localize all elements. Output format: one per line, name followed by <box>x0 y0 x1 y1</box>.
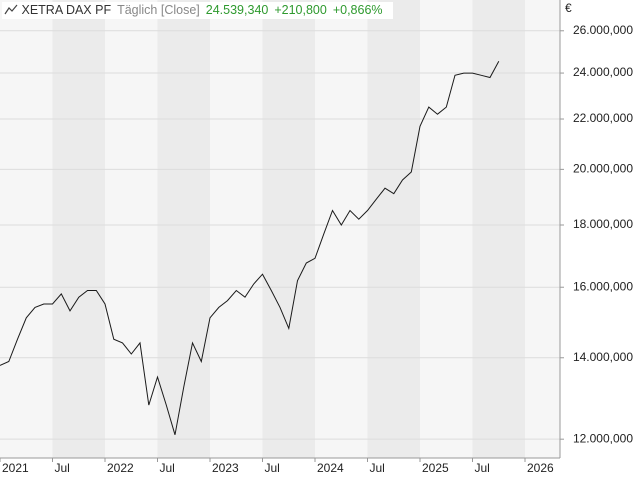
x-tick-label: 2026 <box>527 461 554 475</box>
layer: 12.000,000 14.000,000 16.000,000 18.000,000… <box>0 23 633 475</box>
header: XETRA DAX PF Täglich [Close] 24.539,340 +21… <box>2 2 393 19</box>
change-pct: +0,866% <box>332 3 383 17</box>
band <box>52 0 105 458</box>
x-tick-label: 2023 <box>212 461 239 475</box>
band <box>472 0 525 458</box>
x-tick-label: Jul <box>265 461 280 475</box>
x-tick-label: Jul <box>55 461 70 475</box>
x-tick-label: Jul <box>160 461 175 475</box>
y-tick-label: 14.000,000 <box>573 350 633 364</box>
y-tick-label: 16.000,000 <box>573 279 633 293</box>
band <box>367 0 420 458</box>
bands <box>52 0 525 458</box>
price-line <box>0 61 500 435</box>
y-tick-label: 26.000,000 <box>573 23 633 37</box>
x-tick-label: 2025 <box>422 461 449 475</box>
y-axis-unit: € <box>565 1 572 15</box>
x-tick-label: Jul <box>475 461 490 475</box>
line-icon <box>4 4 18 15</box>
y-tick-label: 18.000,000 <box>573 217 633 231</box>
x-tick-label: 2022 <box>107 461 134 475</box>
x-tick-label: Jul <box>370 461 385 475</box>
band <box>157 0 210 458</box>
change: +210,800 <box>274 3 327 17</box>
band <box>262 0 315 458</box>
y-tick-label: 24.000,000 <box>573 65 633 79</box>
interval: Täglich [Close] <box>117 3 200 17</box>
x-tick-label: 2024 <box>317 461 344 475</box>
y-tick-label: 20.000,000 <box>573 162 633 176</box>
x-tick-label: 2021 <box>2 461 29 475</box>
y-tick-label: 22.000,000 <box>573 111 633 125</box>
y-tick-label: 12.000,000 <box>573 431 633 445</box>
last-value: 24.539,340 <box>205 3 269 17</box>
instrument-name: XETRA DAX PF <box>21 3 112 17</box>
